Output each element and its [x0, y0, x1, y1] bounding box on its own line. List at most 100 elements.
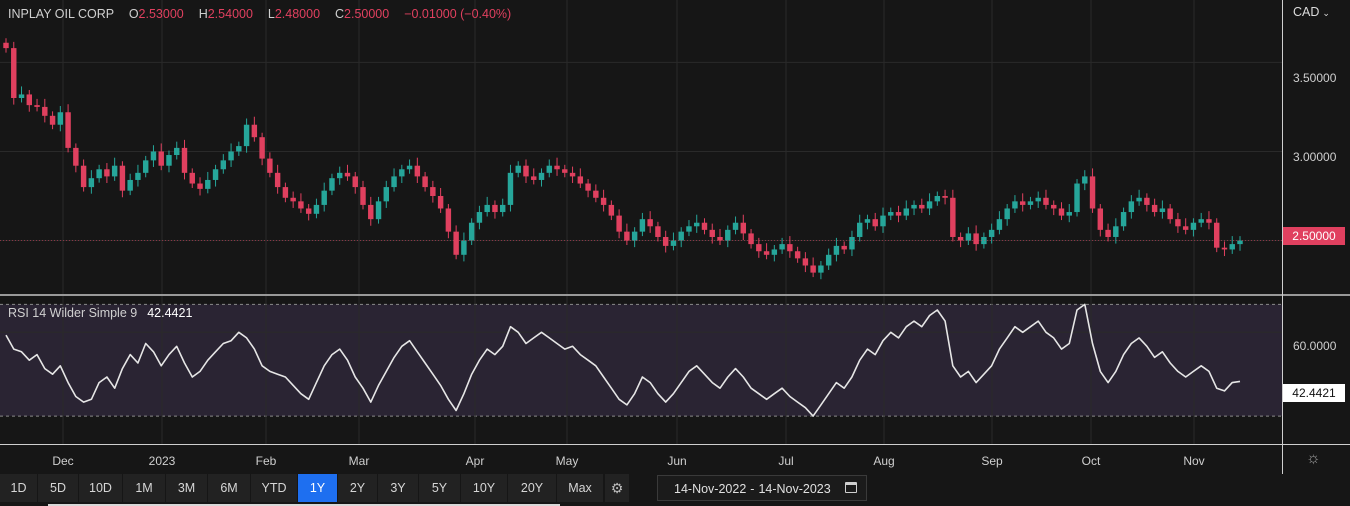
candle-body-30	[236, 146, 242, 152]
candle-body-58	[453, 231, 459, 255]
range-5y-button[interactable]: 5Y	[419, 474, 460, 502]
rsi-line	[5, 303, 1241, 417]
range-1d-button[interactable]: 1D	[0, 474, 37, 502]
scroll-indicator[interactable]	[48, 504, 560, 506]
range-5d-button[interactable]: 5D	[38, 474, 78, 502]
candle-body-126	[981, 236, 987, 245]
candle-body-47	[368, 204, 374, 220]
price-axis-label-0: 3.50000	[1293, 71, 1337, 85]
open-label: O	[128, 7, 139, 21]
candle-body-70	[546, 165, 552, 173]
candle-body-118	[919, 204, 925, 209]
candle-body-114	[888, 212, 894, 216]
candle-body-57	[445, 208, 452, 232]
candle-body-83	[647, 219, 653, 227]
range-10y-button[interactable]: 10Y	[461, 474, 507, 502]
currency-selector[interactable]: CAD ⌄	[1293, 5, 1330, 19]
candle-body-20	[158, 151, 164, 166]
range-3m-button[interactable]: 3M	[166, 474, 207, 502]
candle-body-54	[422, 176, 428, 188]
candle-body-39	[305, 208, 312, 214]
gear-icon[interactable]: ⚙	[605, 474, 629, 502]
candle-body-159	[1237, 240, 1243, 245]
candle-body-150	[1167, 208, 1173, 220]
candle-body-15	[119, 165, 126, 191]
date-range-picker[interactable]: 14-Nov-2022-14-Nov-2023	[657, 475, 867, 501]
candle-body-107	[833, 245, 840, 255]
chart-canvas[interactable]	[0, 0, 1350, 474]
last-price-tag: 2.50000	[1283, 227, 1345, 245]
range-6m-button[interactable]: 6M	[208, 474, 250, 502]
range-20y-button[interactable]: 20Y	[508, 474, 556, 502]
candle-body-48	[375, 201, 382, 220]
candle-body-12	[96, 169, 102, 179]
date-from: 14-Nov-2022	[674, 482, 747, 496]
candle-body-5	[42, 106, 48, 116]
candle-body-96	[748, 233, 754, 245]
candle-body-145	[1128, 201, 1135, 213]
candle-body-147	[1144, 197, 1150, 205]
currency-label: CAD	[1293, 5, 1320, 19]
candle-body-33	[259, 137, 265, 159]
candle-body-67	[523, 165, 529, 177]
candle-body-35	[274, 172, 281, 188]
candle-body-153	[1190, 222, 1197, 230]
candle-body-149	[1159, 208, 1166, 213]
candle-body-120	[934, 196, 941, 202]
candle-body-127	[988, 229, 995, 237]
candle-body-98	[763, 251, 770, 255]
range-10d-button[interactable]: 10D	[79, 474, 122, 502]
candle-body-29	[228, 151, 234, 161]
price-legend: INPLAY OIL CORP O2.53000 H2.54000 L2.480…	[8, 7, 511, 21]
candle-body-135	[1051, 204, 1057, 209]
chart-settings-icon[interactable]: ☼	[1306, 450, 1321, 467]
x-axis-label-oct: Oct	[1081, 454, 1101, 468]
x-axis-label-mar: Mar	[348, 454, 370, 468]
candle-body-13	[104, 169, 110, 177]
candle-body-19	[150, 151, 157, 161]
candle-body-119	[926, 201, 933, 209]
candle-body-79	[616, 215, 622, 232]
range-3y-button[interactable]: 3Y	[378, 474, 418, 502]
candle-body-109	[849, 236, 855, 250]
range-1y-button[interactable]: 1Y	[298, 474, 337, 502]
candle-body-11	[88, 178, 95, 188]
candle-body-99	[771, 249, 778, 255]
candle-body-142	[1105, 229, 1111, 237]
candle-body-151	[1175, 219, 1181, 227]
candle-body-93	[725, 229, 731, 241]
candle-body-56	[437, 196, 444, 209]
candle-body-4	[34, 105, 40, 107]
candle-body-31	[243, 124, 250, 147]
range-2y-button[interactable]: 2Y	[338, 474, 377, 502]
x-axis-label-jul: Jul	[778, 454, 794, 468]
candle-body-6	[49, 115, 56, 125]
candle-body-122	[950, 197, 956, 237]
candle-body-97	[756, 244, 762, 252]
candle-body-3	[26, 94, 32, 106]
candle-body-24	[189, 172, 195, 184]
candle-body-95	[740, 222, 747, 234]
candle-body-74	[577, 176, 584, 184]
candle-body-84	[655, 226, 661, 237]
candle-body-14	[111, 165, 118, 177]
candle-body-124	[965, 233, 972, 241]
candle-body-152	[1182, 226, 1189, 230]
candle-body-28	[220, 160, 227, 170]
candle-body-110	[856, 222, 863, 237]
low-label: L	[267, 7, 275, 21]
range-ytd-button[interactable]: YTD	[251, 474, 297, 502]
candle-body-89	[694, 222, 700, 227]
candle-body-55	[430, 187, 436, 196]
range-1m-button[interactable]: 1M	[123, 474, 165, 502]
candle-body-40	[313, 204, 320, 214]
rsi-legend-value: 42.4421	[147, 306, 193, 320]
date-separator: -	[750, 482, 755, 496]
low-value: 2.48000	[274, 7, 321, 21]
candle-body-23	[181, 147, 188, 173]
candle-body-132	[1027, 201, 1034, 205]
candle-body-108	[841, 245, 847, 250]
candle-body-53	[414, 165, 421, 177]
range-max-button[interactable]: Max	[557, 474, 603, 502]
candle-body-0	[3, 42, 9, 49]
